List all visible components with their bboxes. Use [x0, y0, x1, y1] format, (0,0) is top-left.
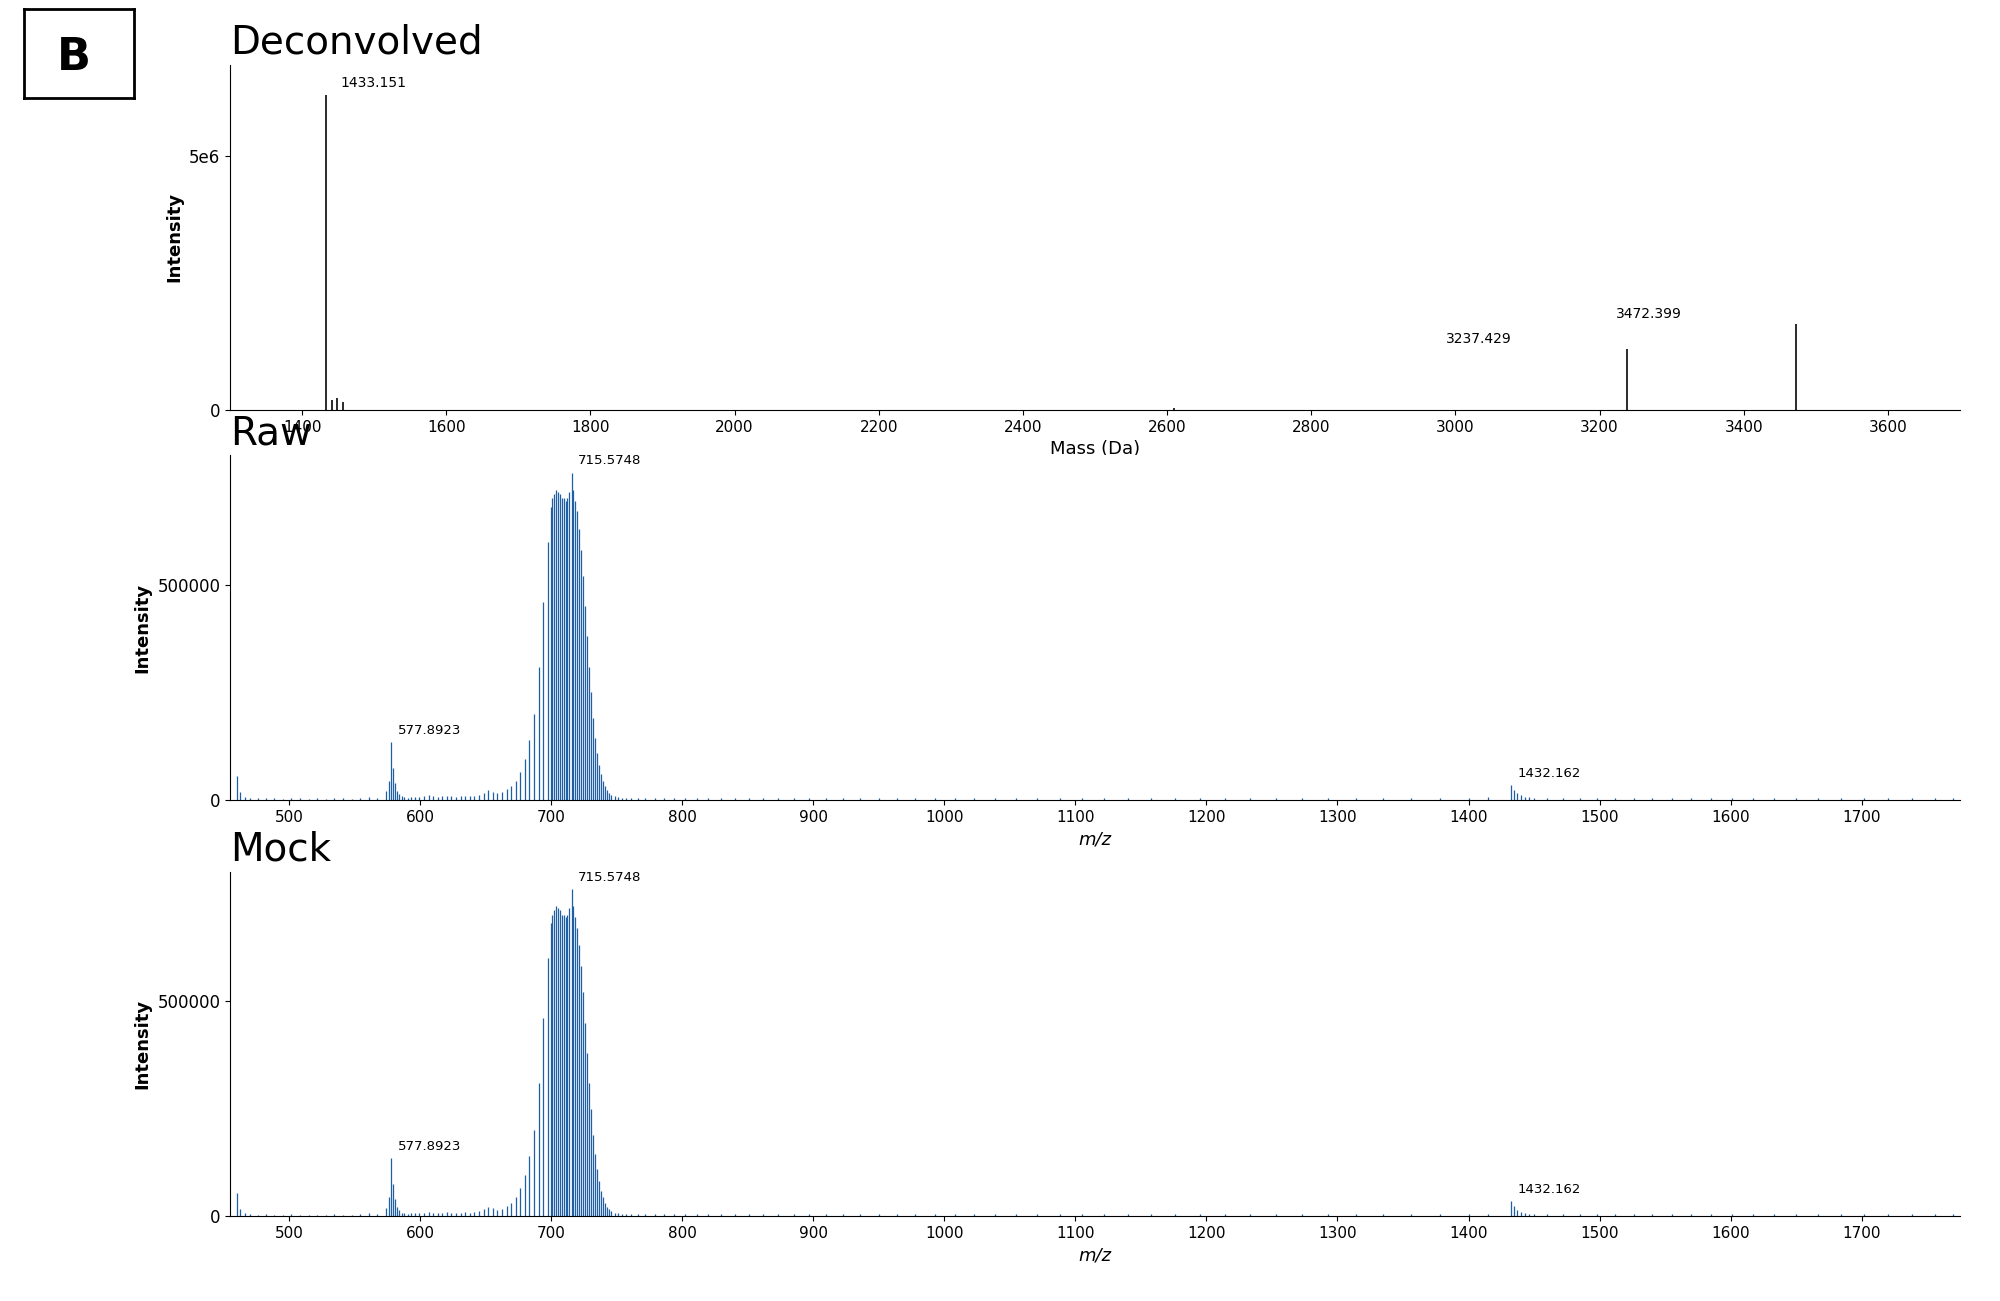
- Text: B: B: [56, 36, 90, 79]
- Text: 715.5748: 715.5748: [578, 454, 642, 467]
- Text: 1432.162: 1432.162: [1518, 766, 1580, 779]
- Y-axis label: Intensity: Intensity: [134, 583, 152, 673]
- Y-axis label: Intensity: Intensity: [166, 193, 184, 282]
- X-axis label: m/z: m/z: [1078, 830, 1112, 848]
- Text: Mock: Mock: [230, 830, 332, 869]
- Text: 1432.162: 1432.162: [1518, 1183, 1580, 1196]
- Text: 3472.399: 3472.399: [1616, 307, 1682, 320]
- Text: 1433.151: 1433.151: [340, 77, 406, 90]
- X-axis label: Mass (Da): Mass (Da): [1050, 440, 1140, 458]
- Text: 577.8923: 577.8923: [398, 723, 460, 736]
- Text: 3237.429: 3237.429: [1446, 332, 1512, 346]
- Text: 715.5748: 715.5748: [578, 870, 642, 883]
- Text: Deconvolved: Deconvolved: [230, 23, 482, 62]
- Text: 577.8923: 577.8923: [398, 1140, 460, 1153]
- Text: Raw: Raw: [230, 414, 312, 453]
- Y-axis label: Intensity: Intensity: [134, 999, 152, 1089]
- X-axis label: m/z: m/z: [1078, 1246, 1112, 1265]
